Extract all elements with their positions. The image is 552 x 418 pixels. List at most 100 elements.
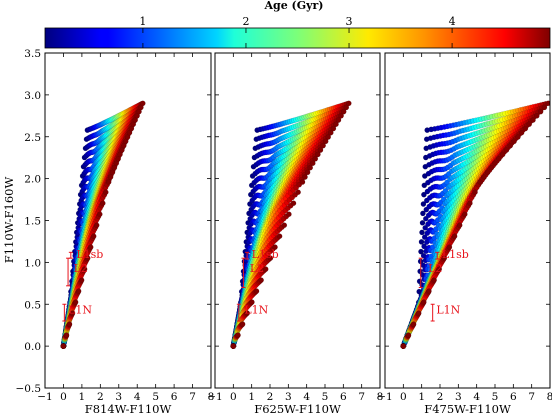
isochrone-point — [75, 288, 82, 294]
isochrone-point — [286, 211, 292, 217]
isochrone-point — [111, 164, 118, 171]
isochrone-point — [281, 222, 288, 228]
x-tick-label: 4 — [134, 391, 141, 403]
measurement-label: L1sb — [76, 248, 103, 261]
x-tick-label: 6 — [171, 391, 178, 403]
x-tick-label: 6 — [340, 391, 347, 403]
isochrone-point — [107, 174, 114, 180]
isochrone-point — [405, 332, 412, 338]
x-tick-label: 7 — [528, 391, 535, 403]
isochrone-point — [304, 169, 311, 176]
isochrone-point — [530, 117, 536, 123]
x-tick-label: 7 — [358, 391, 365, 403]
isochrone-point — [66, 321, 73, 327]
isochrone-points — [400, 100, 550, 349]
measurement-label: L1N — [68, 303, 92, 316]
x-tick-label: −1 — [377, 391, 392, 403]
isochrone-point — [431, 277, 437, 283]
y-axis-ticks: −0.50.00.51.01.52.02.53.03.5 — [16, 48, 211, 395]
y-tick-label: 2.5 — [24, 132, 41, 144]
isochrone-point — [507, 142, 514, 149]
x-tick-label: 2 — [97, 391, 104, 403]
x-tick-label: 7 — [189, 391, 196, 403]
y-tick-label: 0.5 — [24, 299, 41, 311]
isochrone-point — [537, 108, 544, 115]
isochrone-point — [426, 288, 432, 294]
y-tick-label: −0.5 — [16, 383, 42, 395]
measurement-label: L1sb — [252, 248, 279, 261]
y-axis-label: F110W-F160W — [2, 177, 16, 264]
isochrone-point — [515, 134, 521, 140]
colorbar-gradient — [44, 27, 551, 49]
measurement-label: L2 — [74, 262, 88, 275]
isochrone-point — [69, 310, 76, 316]
panel-frame — [44, 52, 212, 389]
x-axis-label: F475W-F110W — [424, 402, 511, 416]
isochrone-point — [84, 255, 91, 261]
isochrone-point — [534, 113, 540, 119]
isochrone-point — [97, 211, 103, 217]
isochrone-point — [105, 179, 112, 185]
x-tick-label: 0 — [60, 391, 67, 403]
measurement-label: L1N — [436, 303, 460, 316]
measurement-label: L1N — [244, 303, 268, 316]
x-tick-label: −1 — [207, 391, 222, 403]
y-tick-label: 1.5 — [24, 216, 41, 228]
isochrone-point — [400, 343, 407, 349]
x-tick-label: −1 — [37, 391, 52, 403]
x-tick-label: 0 — [400, 391, 407, 403]
isochrone-point — [299, 179, 306, 185]
isochrone-point — [78, 277, 85, 283]
isochrone-point — [72, 299, 79, 305]
x-tick-label: 8 — [208, 391, 215, 403]
x-tick-label: 1 — [79, 391, 86, 403]
measurement-label: L2 — [428, 262, 442, 275]
isochrone-point — [499, 151, 506, 158]
isochrone-point — [295, 189, 301, 195]
isochrone-point — [346, 100, 352, 107]
isochrone-point — [290, 200, 297, 206]
y-axis-ticks — [215, 52, 380, 389]
isochrone-point — [418, 239, 425, 245]
isochrone-point — [419, 229, 425, 236]
isochrone-point — [109, 169, 116, 176]
isochrone-point — [496, 156, 502, 162]
isochrone-point — [93, 222, 100, 228]
x-axis-ticks: −1 0 1 2 3 4 5 6 7 8 — [377, 53, 552, 403]
x-tick-label: 6 — [510, 391, 517, 403]
isochrone-point — [467, 200, 473, 206]
isochrone-point — [481, 174, 487, 180]
isochrone-point — [140, 100, 146, 107]
isochrone-point — [492, 160, 498, 166]
x-axis-ticks: −1 0 1 2 3 4 5 6 7 8 — [37, 53, 214, 403]
measurement-label: L2 — [250, 262, 264, 275]
isochrone-point — [90, 233, 97, 239]
colorbar-tick-label: 1 — [139, 15, 146, 28]
isochrone-point — [421, 299, 427, 305]
isochrone-points — [60, 100, 146, 349]
isochrone-point — [81, 266, 88, 272]
isochrone-point — [230, 343, 237, 349]
isochrone-point — [87, 244, 94, 250]
colorbar-tick-label: 2 — [242, 15, 249, 28]
x-axis-label: F814W-F110W — [85, 402, 172, 416]
isochrone-point — [415, 310, 422, 316]
isochrone-point — [541, 104, 548, 111]
y-tick-label: 0.0 — [24, 341, 41, 353]
x-axis-ticks: −1 0 1 2 3 4 5 6 7 8 — [207, 53, 383, 403]
isochrone-point — [518, 129, 525, 136]
isochrone-point — [235, 332, 241, 338]
isochrone-point — [410, 321, 417, 327]
isochrone-point — [526, 121, 532, 127]
panel-frame — [214, 52, 381, 389]
x-tick-label: 0 — [230, 391, 237, 403]
isochrone-point — [302, 174, 308, 180]
isochrone-point — [113, 160, 120, 166]
isochrone-point — [100, 200, 106, 206]
